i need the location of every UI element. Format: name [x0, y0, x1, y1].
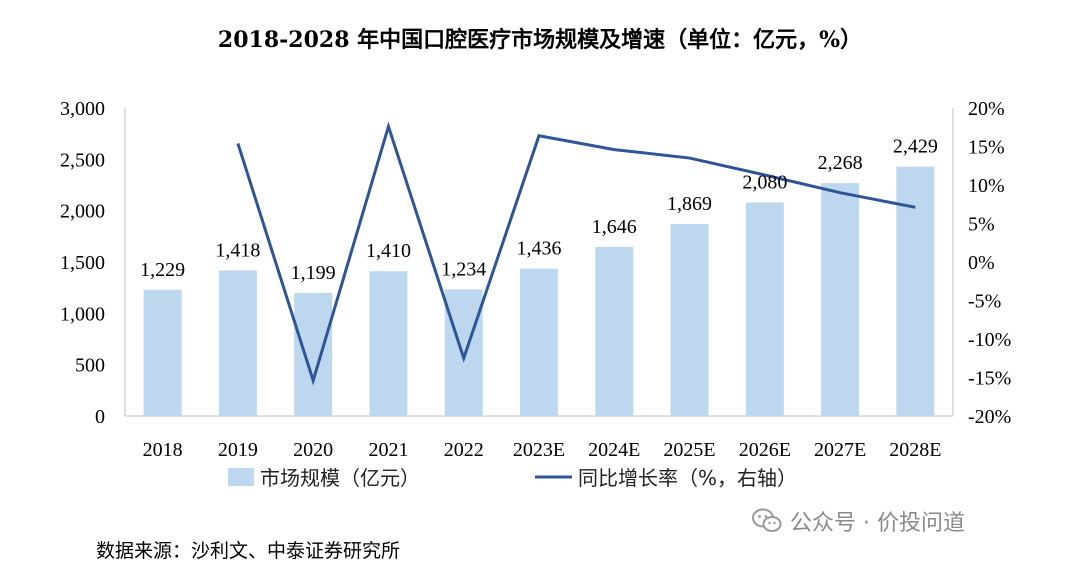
bar-value-label: 2,268	[818, 152, 863, 174]
right-tick-label: 20%	[968, 98, 1005, 120]
left-tick-label: 0	[95, 406, 105, 428]
bar-value-label: 1,410	[366, 240, 411, 262]
right-tick-label: -20%	[968, 406, 1011, 428]
x-tick-label: 2027E	[814, 439, 866, 461]
x-tick-label: 2018	[143, 439, 183, 461]
bar-value-label: 1,436	[517, 238, 562, 260]
wechat-icon	[752, 508, 782, 532]
bar-value-label: 1,418	[215, 239, 260, 261]
legend-label-line: 同比增长率（%，右轴）	[578, 466, 797, 490]
bar-2022	[444, 289, 483, 416]
left-tick-label: 1,000	[60, 303, 105, 325]
bar-2026E	[745, 202, 784, 416]
bar-value-label: 1,229	[140, 259, 185, 281]
right-tick-label: -15%	[968, 368, 1011, 390]
x-tick-label: 2022	[444, 439, 484, 461]
bar-2019	[218, 270, 257, 416]
bar-series	[143, 166, 935, 416]
x-tick-label: 2019	[218, 439, 258, 461]
bar-2024E	[595, 247, 634, 416]
left-tick-label: 3,000	[60, 98, 105, 120]
bar-data-labels: 1,229 1,418 1,199 1,410 1,234 1,436 1,646 1,869…	[140, 136, 938, 284]
x-tick-label: 2023E	[513, 439, 565, 461]
chart-canvas: 1,229 1,418 1,199 1,410 1,234 1,436 1,646 1,869…	[60, 98, 1011, 490]
left-tick-label: 1,500	[60, 252, 105, 274]
source-note: 数据来源：沙利文、中泰证券研究所	[96, 540, 401, 562]
line-series	[236, 121, 916, 386]
right-tick-label: 0%	[968, 252, 995, 274]
x-tick-label: 2028E	[889, 439, 941, 461]
right-tick-label: 10%	[968, 175, 1005, 197]
bar-value-label: 1,869	[667, 193, 712, 215]
bar-2027E	[821, 183, 860, 416]
bar-value-label: 1,234	[441, 258, 486, 280]
right-tick-label: 15%	[968, 137, 1005, 159]
left-tick-label: 2,000	[60, 201, 105, 223]
growth-rate-line	[236, 121, 916, 386]
legend-swatch-bar	[228, 468, 254, 486]
chart-title: 2018-2028 年中国口腔医疗市场规模及增速（单位：亿元，%）	[217, 27, 863, 53]
x-tick-label: 2025E	[663, 439, 715, 461]
bar-2023E	[520, 268, 558, 416]
x-tick-label: 2020	[293, 439, 333, 461]
x-tick-label: 2026E	[739, 439, 791, 461]
bar-value-label: 1,199	[291, 262, 336, 284]
legend: 市场规模（亿元） 同比增长率（%，右轴）	[228, 466, 797, 490]
bar-2018	[143, 289, 182, 416]
tick-labels: 0 500 1,000 1,500 2,000 2,500 3,000 -20% -15% -10…	[60, 98, 1011, 461]
bar-value-label: 2,429	[893, 136, 938, 158]
bar-value-label: 1,646	[592, 216, 637, 238]
bar-2021	[369, 271, 408, 416]
bar-2028E	[896, 166, 935, 416]
right-tick-label: -10%	[968, 329, 1011, 351]
bar-value-label: 2,080	[742, 171, 787, 193]
right-tick-label: -5%	[968, 291, 1001, 313]
bar-2025E	[670, 224, 709, 416]
watermark-text: 公众号 · 价投问道	[790, 511, 965, 536]
x-tick-label: 2024E	[588, 439, 640, 461]
left-tick-label: 500	[75, 355, 105, 377]
legend-label-bar: 市场规模（亿元）	[260, 466, 420, 490]
right-tick-label: 5%	[968, 214, 995, 236]
left-tick-label: 2,500	[60, 149, 105, 171]
watermark: 公众号 · 价投问道	[752, 505, 965, 537]
x-tick-label: 2021	[368, 439, 408, 461]
bar-2020	[294, 292, 333, 416]
